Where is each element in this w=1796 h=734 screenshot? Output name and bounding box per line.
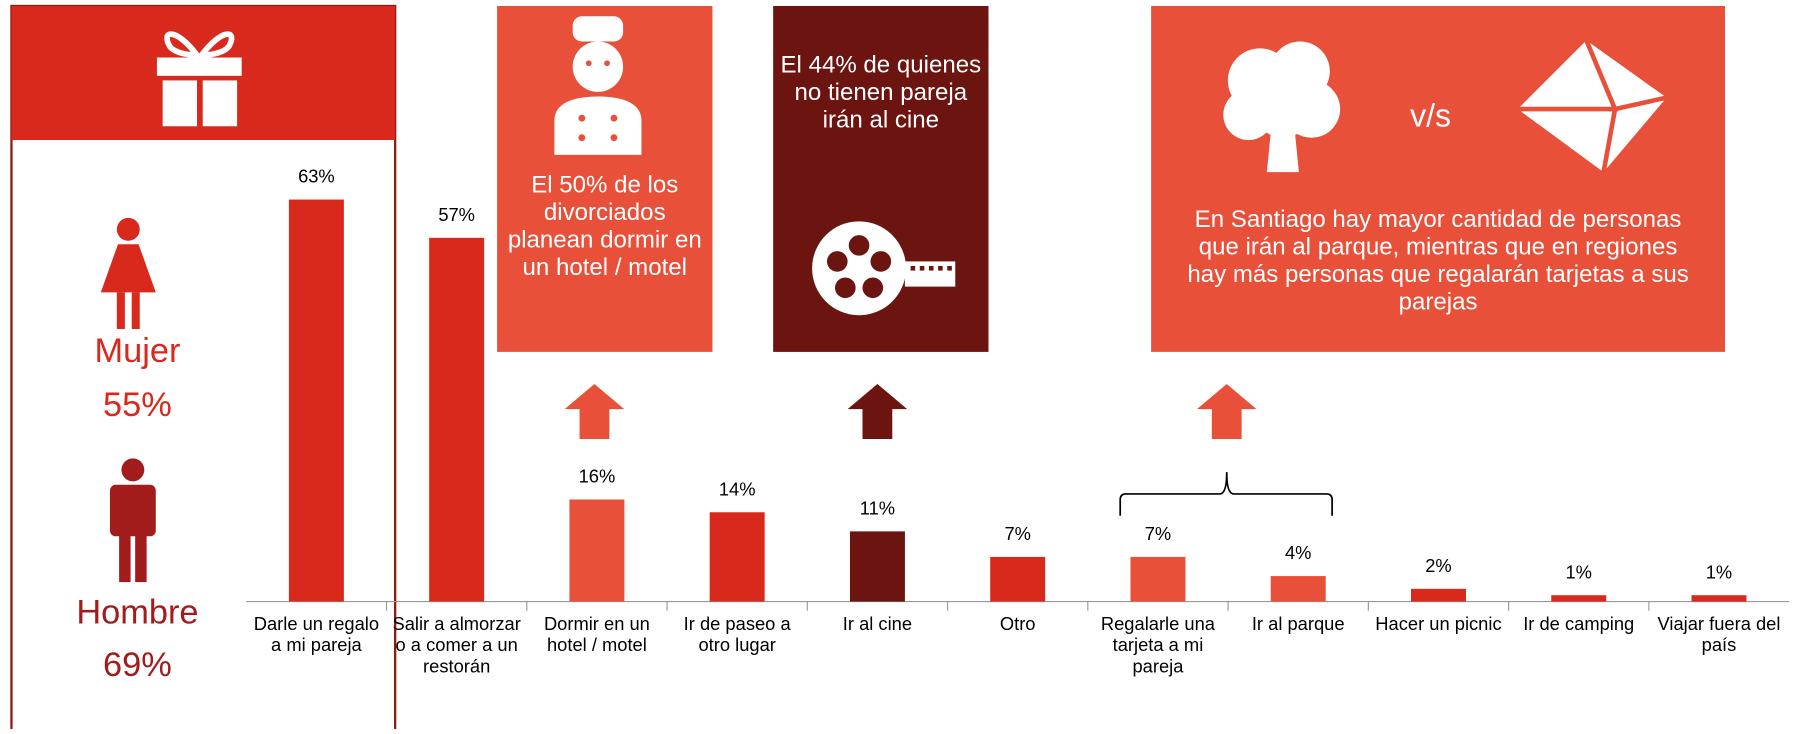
bar xyxy=(569,499,625,602)
x-label-box: Ir al cine xyxy=(842,615,913,635)
x-tick-label: Salir a almorzar o a comer a un restorán xyxy=(392,615,521,677)
park-fo: En Santiago hay mayor cantidad de person… xyxy=(1187,206,1689,316)
x-tick-label: Regalarle una tarjeta a mi pareja xyxy=(1100,615,1215,677)
bar xyxy=(288,199,344,602)
arrow xyxy=(1196,383,1257,439)
x-label-box: Ir de camping xyxy=(1523,615,1635,635)
x-label-box: Ir de paseo a otro lugar xyxy=(683,615,791,656)
x-tick-label: Darle un regalo a mi pareja xyxy=(253,615,380,656)
men-label: Hombre xyxy=(76,593,198,631)
chef-details xyxy=(578,60,618,142)
film-icon xyxy=(812,221,956,316)
arrow xyxy=(564,383,625,439)
arrow xyxy=(847,383,908,439)
hotel-text: El 50% de los divorciados planean dormir… xyxy=(507,172,702,282)
x-label-box: Regalarle una tarjeta a mi pareja xyxy=(1100,615,1215,677)
value-label: 7% xyxy=(1145,523,1171,544)
value-label: 1% xyxy=(1706,561,1732,582)
value-label: 7% xyxy=(1004,523,1030,544)
bar xyxy=(1270,576,1326,602)
x-tick-label: Viajar fuera del país xyxy=(1657,615,1781,656)
bar xyxy=(1130,556,1186,602)
women-pct: 55% xyxy=(103,386,172,424)
man-icon xyxy=(109,458,156,583)
bar xyxy=(1691,595,1747,602)
versus: v/s xyxy=(1410,98,1451,134)
x-tick-label: Ir al parque xyxy=(1251,615,1345,635)
value-label: 14% xyxy=(719,478,756,499)
x-tick-label: Hacer un picnic xyxy=(1375,615,1502,635)
chef-icon xyxy=(554,16,642,155)
x-label-box: Dormir en un hotel / motel xyxy=(543,615,650,656)
bar xyxy=(849,531,905,602)
bar xyxy=(429,237,485,602)
park-text: En Santiago hay mayor cantidad de person… xyxy=(1187,206,1689,316)
value-label: 4% xyxy=(1285,542,1311,563)
women-label: Mujer xyxy=(94,332,180,370)
x-tick-label: Dormir en un hotel / motel xyxy=(543,615,650,656)
x-label-box: Ir al parque xyxy=(1251,615,1345,635)
gift-icon xyxy=(156,31,242,127)
bar xyxy=(1410,588,1466,602)
value-label: 1% xyxy=(1566,561,1592,582)
woman-icon xyxy=(100,217,156,329)
bar xyxy=(990,556,1046,602)
envelope-icon xyxy=(1517,39,1668,173)
x-label-box: Salir a almorzar o a comer a un restorán xyxy=(392,615,521,677)
bar xyxy=(1551,595,1607,602)
tree-icon xyxy=(1223,41,1341,173)
x-tick-label: Ir de camping xyxy=(1523,615,1635,635)
value-label: 57% xyxy=(438,204,475,225)
hotel-fo: El 50% de los divorciados planean dormir… xyxy=(507,172,702,282)
men-pct: 69% xyxy=(103,646,172,684)
x-tick-label: Otro xyxy=(999,615,1036,635)
cinema-fo: El 44% de quienes no tienen pareja irán … xyxy=(780,51,982,134)
x-tick-label: Ir al cine xyxy=(842,615,913,635)
x-tick-label: Ir de paseo a otro lugar xyxy=(683,615,791,656)
x-label-box: Otro xyxy=(999,615,1036,635)
brace xyxy=(1119,472,1333,516)
bar xyxy=(709,512,765,602)
value-label: 16% xyxy=(579,466,616,487)
cinema-text: El 44% de quienes no tienen pareja irán … xyxy=(780,51,982,134)
x-label-box: Hacer un picnic xyxy=(1375,615,1502,635)
value-label: 11% xyxy=(860,497,895,518)
x-label-box: Viajar fuera del país xyxy=(1657,615,1781,656)
value-label: 2% xyxy=(1425,555,1451,576)
x-label-box: Darle un regalo a mi pareja xyxy=(253,615,380,656)
value-label: 63% xyxy=(298,166,335,187)
